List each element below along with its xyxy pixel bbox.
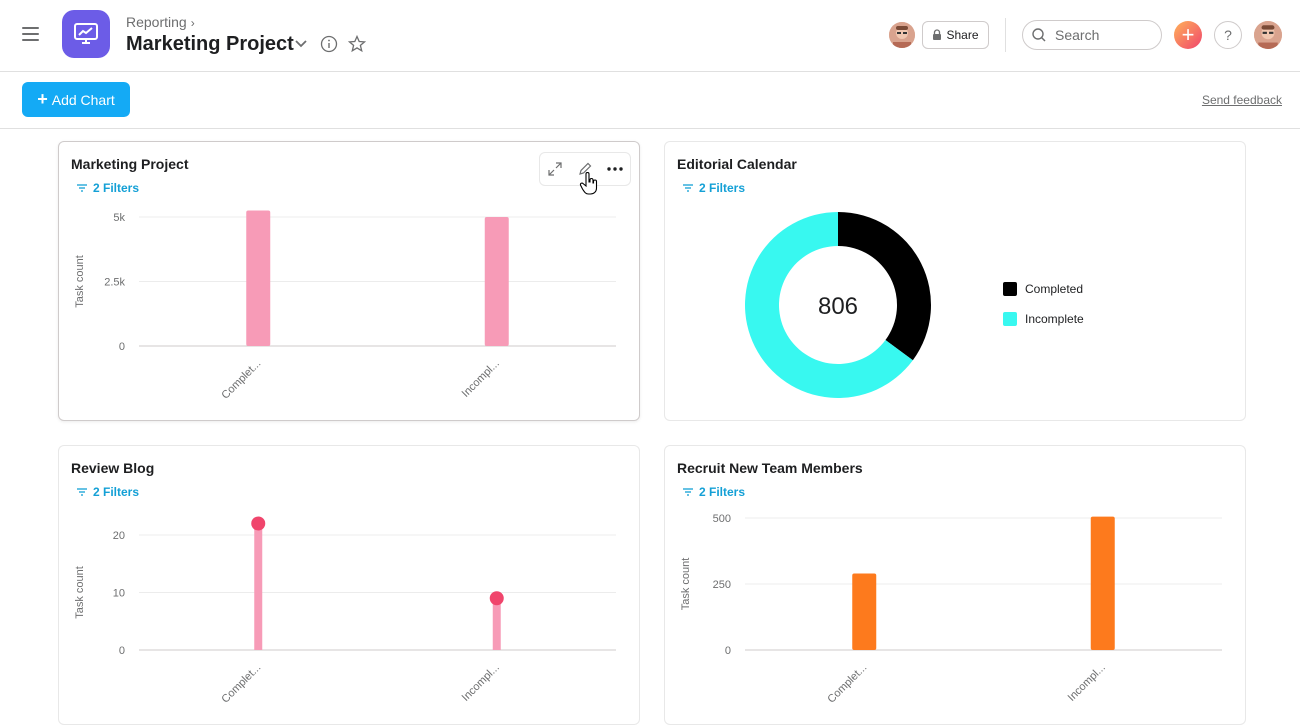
filters-button[interactable]: 2 Filters xyxy=(77,181,139,195)
data-point xyxy=(489,591,504,606)
y-tick-label: 2.5k xyxy=(104,277,125,289)
y-tick-label: 5k xyxy=(113,212,125,224)
edit-icon[interactable] xyxy=(576,160,594,178)
donut-center-value: 806 xyxy=(818,293,858,320)
filter-icon xyxy=(683,184,693,192)
search-box[interactable] xyxy=(1022,20,1162,50)
y-tick-label: 500 xyxy=(713,513,731,525)
card-title: Marketing Project xyxy=(71,156,189,172)
share-button[interactable]: Share xyxy=(922,21,989,49)
legend-item: Incomplete xyxy=(1003,312,1084,326)
card-title: Recruit New Team Members xyxy=(677,460,863,476)
x-tick-label: Complet... xyxy=(219,662,263,706)
card-title: Editorial Calendar xyxy=(677,156,797,172)
y-axis-label: Task count xyxy=(74,255,86,308)
lock-icon xyxy=(933,29,942,40)
quick-add-button[interactable]: + xyxy=(1174,21,1202,49)
more-options-icon[interactable] xyxy=(606,160,624,178)
y-tick-label: 20 xyxy=(113,530,125,542)
plus-icon: + xyxy=(37,89,48,109)
search-input[interactable] xyxy=(1055,27,1145,43)
filter-icon xyxy=(683,488,693,496)
chart-card-editorial-calendar[interactable]: Editorial Calendar 2 Filters 806 Complet… xyxy=(664,141,1246,421)
filter-icon xyxy=(77,184,87,192)
project-icon xyxy=(62,10,110,58)
bar xyxy=(484,217,509,346)
x-tick-label: Complet... xyxy=(219,358,263,402)
header-divider xyxy=(1005,18,1006,52)
top-bar: Reporting› Marketing Project Share + ? xyxy=(0,0,1300,72)
chart-card-marketing-project[interactable]: Marketing Project 2 Filters 0 2.5k 5k Task … xyxy=(58,141,640,421)
chevron-down-icon[interactable] xyxy=(292,35,310,53)
bar xyxy=(852,573,877,650)
send-feedback-link[interactable]: Send feedback xyxy=(1201,93,1282,107)
filters-button[interactable]: 2 Filters xyxy=(77,485,139,499)
search-icon xyxy=(1032,28,1046,42)
legend-swatch xyxy=(1003,312,1017,326)
star-icon[interactable] xyxy=(348,35,366,53)
add-chart-button[interactable]: + Add Chart xyxy=(22,82,130,117)
chevron-right-icon: › xyxy=(190,16,195,30)
member-avatar[interactable] xyxy=(889,22,915,48)
page-title: Marketing Project xyxy=(126,33,294,55)
menu-icon[interactable] xyxy=(22,27,39,41)
hand-cursor-icon xyxy=(579,172,598,195)
legend-swatch xyxy=(1003,282,1017,296)
y-tick-label: 10 xyxy=(113,588,125,600)
legend-item: Completed xyxy=(1003,282,1084,296)
x-tick-label: Incompl... xyxy=(1066,662,1108,704)
lollipop-stem xyxy=(492,598,501,650)
y-tick-label: 0 xyxy=(725,645,731,657)
y-axis-label: Task count xyxy=(680,558,692,611)
bar xyxy=(1090,516,1115,650)
card-title: Review Blog xyxy=(71,460,155,476)
card-actions xyxy=(539,152,631,186)
breadcrumb[interactable]: Reporting › xyxy=(126,14,195,30)
bar-chart: 0 2.5k 5k Task count Complet... Incompl... xyxy=(74,210,616,402)
user-avatar[interactable] xyxy=(1254,21,1282,49)
x-tick-label: Incompl... xyxy=(460,358,502,400)
chart-card-review-blog[interactable]: Review Blog 2 Filters 0 10 20 Task count Com… xyxy=(58,445,640,725)
toolbar: + Add Chart Send feedback xyxy=(0,72,1300,129)
data-point xyxy=(251,516,266,531)
donut-slice xyxy=(745,212,913,398)
info-icon[interactable] xyxy=(320,35,338,53)
help-button[interactable]: ? xyxy=(1214,21,1242,49)
filters-button[interactable]: 2 Filters xyxy=(683,181,745,195)
x-tick-label: Complet... xyxy=(825,662,869,706)
lollipop-chart: 0 10 20 Task count Complet... Incompl... xyxy=(74,516,616,706)
chart-card-recruit-new-team-members[interactable]: Recruit New Team Members 2 Filters 0 250 5… xyxy=(664,445,1246,725)
lollipop-stem xyxy=(254,523,263,650)
filter-icon xyxy=(77,488,87,496)
donut-slice xyxy=(838,212,931,361)
bar-chart: 0 250 500 Task count Complet... Incompl... xyxy=(680,513,1222,706)
filters-button[interactable]: 2 Filters xyxy=(683,485,745,499)
y-axis-label: Task count xyxy=(74,566,86,619)
y-tick-label: 0 xyxy=(119,341,125,353)
x-tick-label: Incompl... xyxy=(460,662,502,704)
y-tick-label: 0 xyxy=(119,645,125,657)
expand-icon[interactable] xyxy=(546,160,564,178)
title-actions xyxy=(292,35,366,53)
donut-chart: 806 xyxy=(745,212,931,398)
chart-legend: Completed Incomplete xyxy=(1003,282,1084,342)
bar xyxy=(246,210,271,346)
y-tick-label: 250 xyxy=(713,579,731,591)
